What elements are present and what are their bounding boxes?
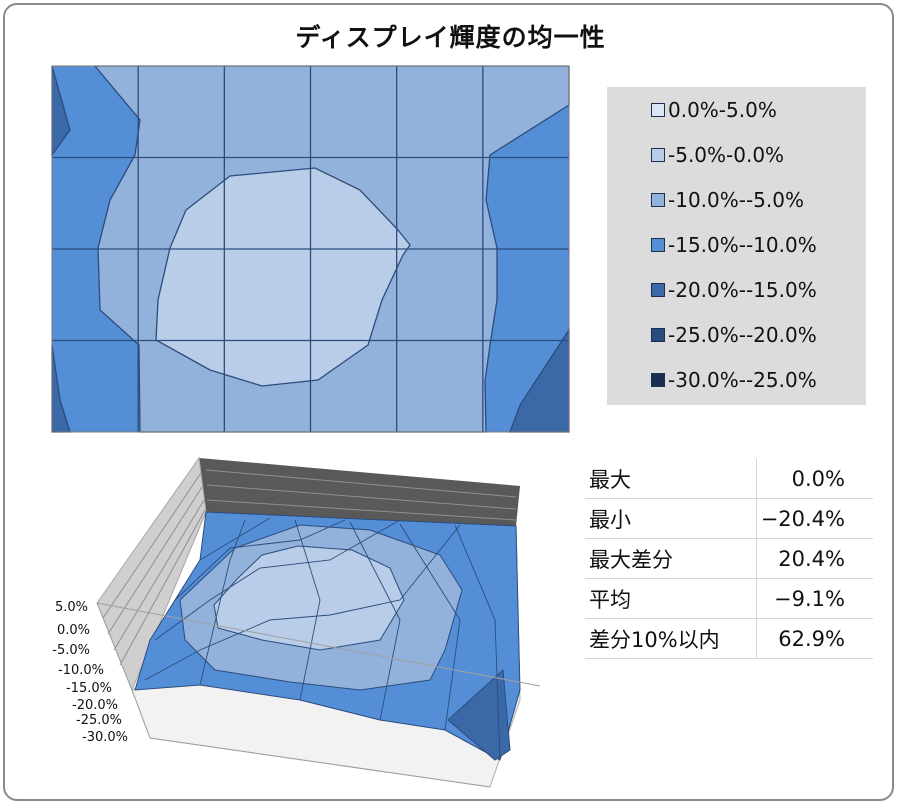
surface-back-wall: [199, 458, 520, 526]
legend-item: -15.0%--10.0%: [651, 232, 817, 258]
legend-swatch: [651, 148, 665, 162]
z-tick-label: -30.0%: [82, 730, 128, 745]
legend-item: -25.0%--20.0%: [651, 322, 817, 348]
stat-value: 62.9%: [756, 618, 873, 659]
legend-item: -10.0%--5.0%: [651, 187, 804, 213]
stat-label: 最大差分: [585, 538, 757, 579]
legend-label: -10.0%--5.0%: [668, 188, 804, 212]
table-row: 最小 −20.4%: [585, 498, 873, 539]
z-tick-label: 5.0%: [55, 600, 88, 615]
legend-item: -20.0%--15.0%: [651, 277, 817, 303]
legend-label: -30.0%--25.0%: [668, 368, 817, 392]
heatmap-plot-border: [51, 65, 570, 433]
legend-item: 0.0%-5.0%: [651, 97, 777, 123]
z-tick-label: -20.0%: [72, 698, 118, 713]
stats-table: 最大 0.0% 最小 −20.4% 最大差分 20.4% 平均 −9.1% 差分10%以内 62.…: [585, 459, 873, 659]
legend: 0.0%-5.0% -5.0%-0.0% -10.0%--5.0% -15.0%--1…: [607, 87, 866, 405]
page-title: ディスプレイ輝度の均一性: [295, 23, 606, 52]
legend-label: -15.0%--10.0%: [668, 233, 817, 257]
z-tick-label: -15.0%: [66, 681, 112, 696]
legend-item: -30.0%--25.0%: [651, 367, 817, 393]
legend-label: -25.0%--20.0%: [668, 323, 817, 347]
surface-axis-lines: [96, 602, 541, 788]
legend-swatch: [651, 328, 665, 342]
z-tick-label: 0.0%: [57, 623, 90, 638]
table-row: 最大 0.0%: [585, 459, 873, 499]
stat-value: 20.4%: [756, 538, 873, 579]
stat-label: 差分10%以内: [585, 618, 757, 659]
legend-swatch: [651, 283, 665, 297]
table-row: 最大差分 20.4%: [585, 538, 873, 579]
legend-swatch: [651, 193, 665, 207]
surface-mesh-gridlines: [144, 517, 501, 761]
legend-label: -20.0%--15.0%: [668, 278, 817, 302]
table-row: 差分10%以内 62.9%: [585, 618, 873, 659]
z-tick-label: -5.0%: [52, 643, 90, 658]
stat-value: −20.4%: [756, 498, 873, 539]
stat-value: 0.0%: [756, 459, 873, 499]
legend-swatch: [651, 373, 665, 387]
surface-mesh-corner: [447, 668, 511, 761]
legend-label: 0.0%-5.0%: [668, 98, 777, 122]
stat-label: 最大: [585, 459, 757, 499]
surface-z-axis-labels: 5.0% 0.0% -5.0% -10.0% -15.0% -20.0%-25.0% -30…: [52, 600, 128, 745]
contour-band-5-0: [155, 167, 411, 387]
legend-item: -5.0%-0.0%: [651, 142, 784, 168]
stat-value: −9.1%: [756, 578, 873, 619]
stat-label: 最小: [585, 498, 757, 539]
z-tick-label: -10.0%: [58, 663, 104, 678]
stat-label: 平均: [585, 578, 757, 619]
table-row: 平均 −9.1%: [585, 578, 873, 619]
surface-wall-gridlines: [102, 469, 517, 666]
legend-swatch: [651, 238, 665, 252]
z-tick-label: -25.0%: [76, 713, 122, 728]
legend-label: -5.0%-0.0%: [668, 143, 785, 167]
legend-swatch: [651, 103, 665, 117]
